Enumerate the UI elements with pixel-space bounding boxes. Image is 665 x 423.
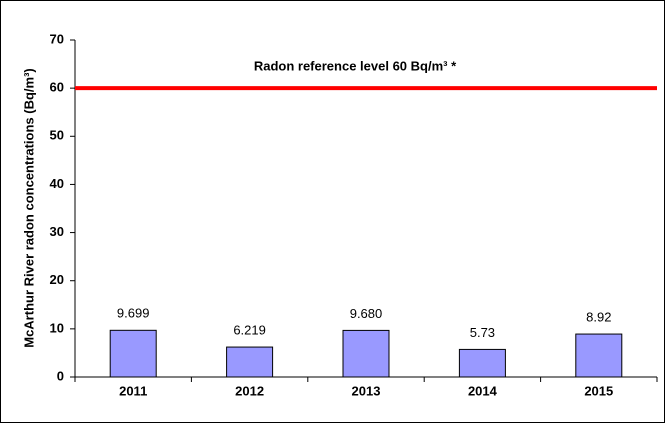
reference-label: Radon reference level 60 Bq/m³ * [254,59,457,74]
x-tick-label: 2013 [352,383,381,398]
y-tick-label: 40 [50,176,64,191]
value-label: 8.92 [586,309,611,324]
x-tick-label: 2014 [468,383,498,398]
bar [458,348,506,378]
y-tick-label: 60 [50,80,64,95]
y-axis-label: McArthur River radon concentrations (Bq/… [21,68,36,348]
value-label: 6.219 [233,322,266,337]
y-tick-label: 0 [57,368,64,383]
bar [342,329,390,378]
x-tick-label: 2011 [119,383,147,398]
bar [226,346,274,378]
x-tick-label: 2012 [235,383,264,398]
bar [109,329,157,378]
value-label: 9.680 [350,306,383,321]
y-tick-label: 20 [50,272,64,287]
y-tick-label: 50 [50,128,64,143]
y-tick-label: 70 [50,31,64,46]
value-label: 9.699 [117,306,150,321]
x-tick-label: 2015 [584,383,613,398]
bar [575,333,623,378]
y-tick-label: 30 [50,224,64,239]
value-label: 5.73 [470,325,495,340]
y-tick-label: 10 [50,320,64,335]
